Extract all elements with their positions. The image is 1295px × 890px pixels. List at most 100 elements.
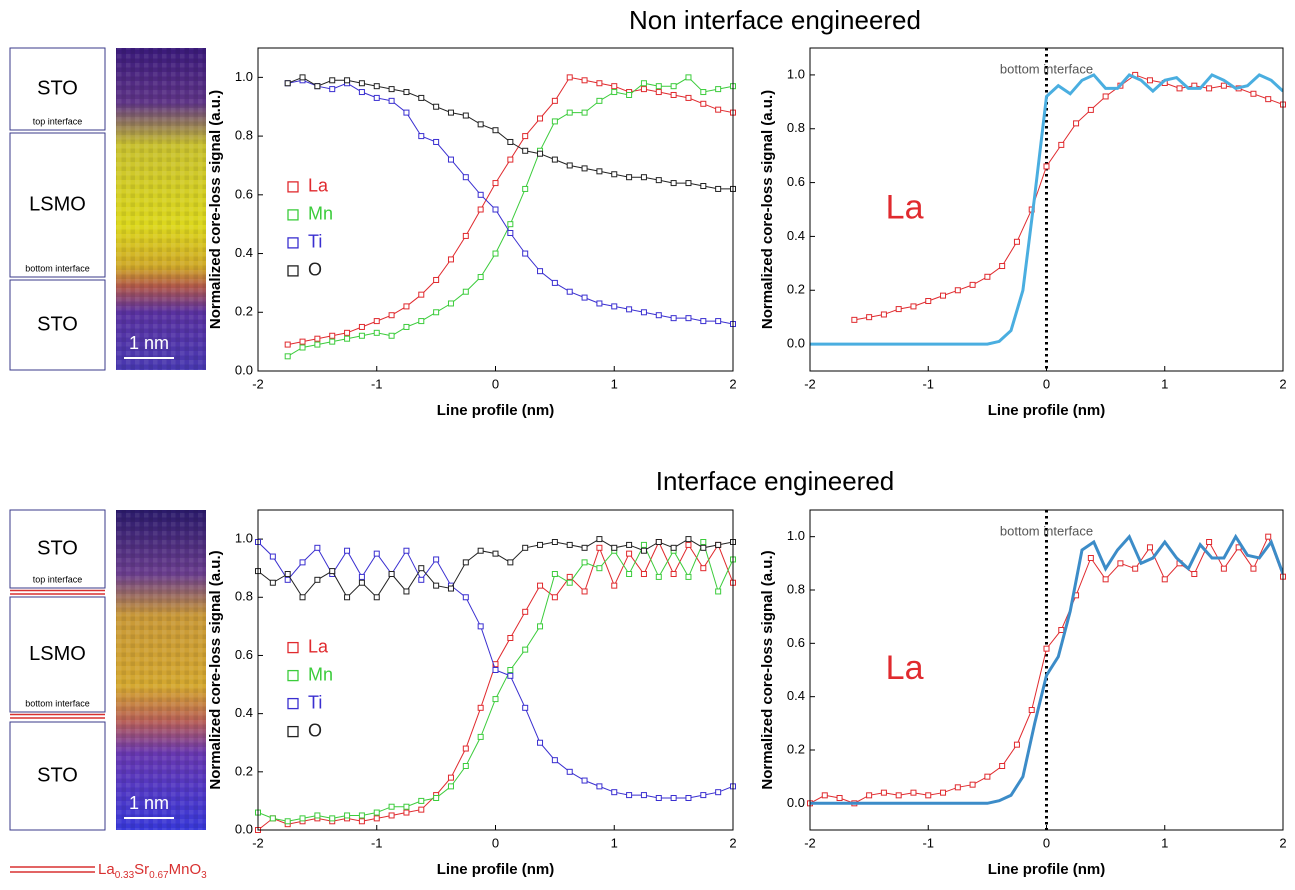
data-point [447,109,454,116]
layer-label: LSMO [29,643,86,665]
y-tick-label: 0.0 [235,821,253,836]
y-tick-label: 0.4 [787,688,805,703]
x-tick-label: 1 [611,835,618,850]
data-point [1043,645,1050,652]
legend-marker [287,697,299,710]
y-tick-label: 0.2 [787,741,805,756]
y-tick-label: 1.0 [787,528,805,543]
data-point [611,789,618,796]
data-point [373,594,380,601]
data-point [596,300,603,307]
data-point [670,544,677,551]
data-point [596,168,603,175]
y-tick-label: 0.2 [787,282,805,297]
data-point [314,544,321,551]
data-point [358,579,365,586]
data-point [880,311,887,318]
data-point [284,353,291,360]
data-point [685,795,692,801]
data-point [433,556,440,563]
y-tick-label: 0.2 [235,304,253,319]
data-point [640,541,647,548]
data-point [685,536,692,543]
data-point [910,789,917,796]
data-point [537,739,544,746]
data-point [314,341,321,348]
series-line [258,540,733,830]
data-point [581,588,588,595]
data-point [329,568,336,575]
data-point [655,83,662,90]
y-tick-label: 0.0 [787,795,805,810]
y-tick-label: 0.0 [235,362,253,377]
data-point [522,250,529,257]
data-point [1013,238,1020,245]
legend-marker [287,725,299,738]
data-point [358,818,365,825]
y-tick-label: 0.6 [235,647,253,662]
data-point [477,704,484,711]
series-line [287,79,733,325]
data-point [655,539,662,545]
data-point [566,579,573,586]
data-point [537,115,544,122]
data-point [1265,533,1272,540]
data-point [670,795,677,801]
data-point [403,109,410,116]
data-point [551,118,558,125]
data-point [418,797,425,804]
data-point [299,344,306,351]
legend-label: O [308,720,322,740]
data-point [373,318,380,325]
data-point [1250,565,1257,572]
data-point [358,332,365,339]
x-tick-label: -1 [371,835,383,850]
data-point [954,287,961,294]
data-point [477,191,484,198]
data-point [596,97,603,104]
data-point [1176,85,1183,92]
data-point [581,777,588,784]
data-point [477,623,484,630]
data-point [462,745,469,752]
layer-box [9,132,106,278]
data-point [566,573,573,580]
plot-frame [809,47,1284,372]
data-point [821,792,828,799]
data-point [433,582,440,589]
legend-label: Mn [308,664,333,684]
data-point [299,815,306,822]
data-point [284,818,291,825]
data-point [418,565,425,572]
data-point [581,559,588,566]
data-point [836,795,843,801]
x-tick-label: 0 [492,376,499,391]
data-point [373,809,380,816]
y-tick-label: 0.0 [787,336,805,351]
data-point [462,174,469,181]
data-point [344,594,351,601]
data-point [851,316,858,323]
data-point [1043,163,1050,170]
data-point [581,77,588,84]
legend-label: La [308,636,329,656]
data-point [700,318,707,325]
data-point [1117,560,1124,567]
data-point [1102,576,1109,583]
data-point [1146,544,1153,551]
element-label: La [886,649,924,687]
data-point [492,180,499,187]
interface-annotation: bottom interface [1000,523,1093,538]
data-point [447,783,454,790]
layer-label: STO [37,313,78,335]
data-point [1073,120,1080,127]
formula-part: 0.67 [149,870,169,881]
eels-map-texture [116,48,206,370]
y-tick-label: 1.0 [235,531,253,546]
data-point [358,80,365,87]
data-point [566,288,573,295]
section-title: Non interface engineered [629,5,921,35]
data-point [492,127,499,134]
scale-bar-label: 1 nm [129,793,169,813]
